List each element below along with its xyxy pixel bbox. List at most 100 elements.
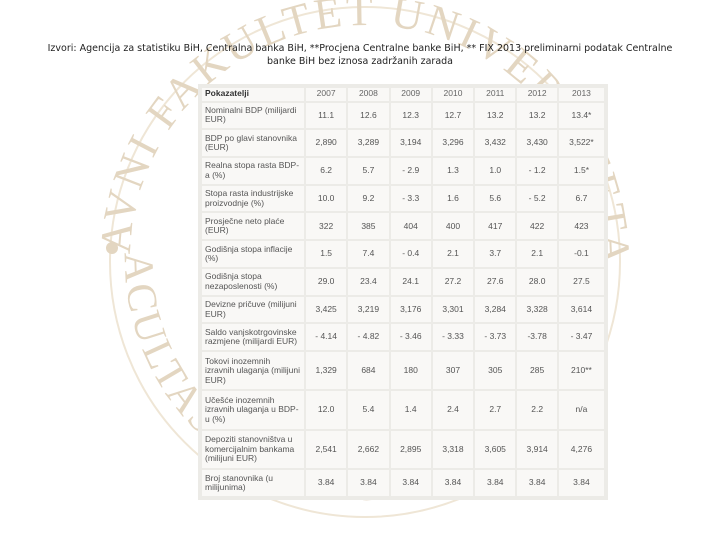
table-cell: 24.1 [390,268,431,295]
table-cell: - 3.3 [390,185,431,212]
row-label: Učešće inozemnih izravnih ulaganja u BDP… [202,391,304,429]
table-cell: - 4.82 [348,324,389,351]
table-row: Realna stopa rasta BDP-a (%) 6.2 5.7- 2.9 1… [202,157,604,184]
table-cell: 6.2 [306,157,347,184]
table-cell: 2,541 [306,430,347,469]
table-cell: 2,895 [390,430,431,469]
table-cell: 3,914 [517,430,557,469]
row-label: Stopa rasta industrijske proizvodnje (%) [202,185,304,212]
table-cell: 3,176 [390,296,431,323]
table-cell: 10.0 [306,185,347,212]
table-cell: 13.2 [475,102,516,129]
table-cell: 5.7 [348,157,389,184]
table-cell: 210** [558,352,604,390]
table-cell: 3,430 [517,130,557,156]
row-label: Realna stopa rasta BDP-a (%) [202,157,304,184]
table-cell: 1.5 [306,241,347,267]
table-cell: 404 [390,213,431,240]
table-cell: 1.6 [432,185,474,212]
table-cell: 3.84 [306,470,347,496]
table-cell: 5.4 [348,391,389,429]
table-cell: 12.3 [390,102,431,129]
row-label: Nominalni BDP (milijardi EUR) [202,102,304,129]
table-cell: 3,432 [475,130,516,156]
table-cell: 9.2 [348,185,389,212]
table-cell: - 3.33 [432,324,474,351]
table-cell: 180 [390,352,431,390]
table-cell: 3,219 [348,296,389,323]
table-row: Godišnja stopa nezaposlenosti (%) 29.0 23.… [202,268,604,295]
table-row: Učešće inozemnih izravnih ulaganja u BDP… [202,391,604,429]
table-cell: 12.0 [306,391,347,429]
table-cell: 1.3 [432,157,474,184]
table-row: Tokovi inozemnih izravnih ulaganja (mili… [202,352,604,390]
table-row: Devizne pričuve (milijuni EUR) 3,425 3,219… [202,296,604,323]
table-cell: 7.4 [348,241,389,267]
table-cell: 3.84 [517,470,557,496]
table-row: Godišnja stopa inflacije (%) 1.5 7.4- 0.4 2… [202,241,604,267]
table-cell: 11.1 [306,102,347,129]
table-cell: - 4.14 [306,324,347,351]
table-cell: 422 [517,213,557,240]
row-label: Tokovi inozemnih izravnih ulaganja (mili… [202,352,304,390]
table-cell: 3.84 [348,470,389,496]
table-cell: - 3.46 [390,324,431,351]
year-header: 2007 [306,88,347,101]
table-cell: 13.4* [558,102,604,129]
table-cell: 3.84 [558,470,604,496]
table-cell: 1,329 [306,352,347,390]
table-cell: 385 [348,213,389,240]
table-row: Prosječne neto plaće (EUR) 322 385 404 400 41… [202,213,604,240]
table-cell: -0.1 [558,241,604,267]
year-header: 2009 [390,88,431,101]
table-cell: n/a [558,391,604,429]
table-cell: 3,605 [475,430,516,469]
table-cell: 1.4 [390,391,431,429]
table-cell: 3,301 [432,296,474,323]
table-cell: 13.2 [517,102,557,129]
table-cell: 4,276 [558,430,604,469]
table-cell: 684 [348,352,389,390]
table-cell: 3,289 [348,130,389,156]
row-label: Broj stanovnika (u milijunima) [202,470,304,496]
table-cell: 27.2 [432,268,474,295]
table-cell: 3,328 [517,296,557,323]
table-cell: 285 [517,352,557,390]
year-header: 2011 [475,88,516,101]
year-header: 2013 [558,88,604,101]
table-cell: 417 [475,213,516,240]
table-cell: 1.5* [558,157,604,184]
table-cell: 12.6 [348,102,389,129]
table-row: Depoziti stanovništva u komercijalnim ba… [202,430,604,469]
table-cell: - 5.2 [517,185,557,212]
table-cell: 27.6 [475,268,516,295]
table-cell: 307 [432,352,474,390]
table-cell: 3,614 [558,296,604,323]
table-cell: 3.7 [475,241,516,267]
table-cell: 3,318 [432,430,474,469]
table-cell: 3.84 [475,470,516,496]
table-cell: - 1.2 [517,157,557,184]
table-cell: -3.78 [517,324,557,351]
table-cell: 1.0 [475,157,516,184]
table-cell: 2.4 [432,391,474,429]
table-cell: - 0.4 [390,241,431,267]
row-label: Depoziti stanovništva u komercijalnim ba… [202,430,304,469]
indicators-table: Pokazatelji 2007 2008 2009 2010 2011 2012 2013… [198,84,608,500]
table-header-row: Pokazatelji 2007 2008 2009 2010 2011 2012 2013 [202,88,604,101]
table-row: Stopa rasta industrijske proizvodnje (%)… [202,185,604,212]
table-cell: 2.1 [517,241,557,267]
table-cell: 2.2 [517,391,557,429]
table-cell: - 2.9 [390,157,431,184]
table-cell: 29.0 [306,268,347,295]
table-cell: 322 [306,213,347,240]
table-cell: 400 [432,213,474,240]
table-row: Saldo vanjskotrgovinske razmjene (milija… [202,324,604,351]
table-cell: 3,194 [390,130,431,156]
header-label: Pokazatelji [202,88,304,101]
table-cell: 27.5 [558,268,604,295]
row-label: Saldo vanjskotrgovinske razmjene (milija… [202,324,304,351]
table-cell: - 3.47 [558,324,604,351]
table-cell: 2,890 [306,130,347,156]
row-label: Devizne pričuve (milijuni EUR) [202,296,304,323]
